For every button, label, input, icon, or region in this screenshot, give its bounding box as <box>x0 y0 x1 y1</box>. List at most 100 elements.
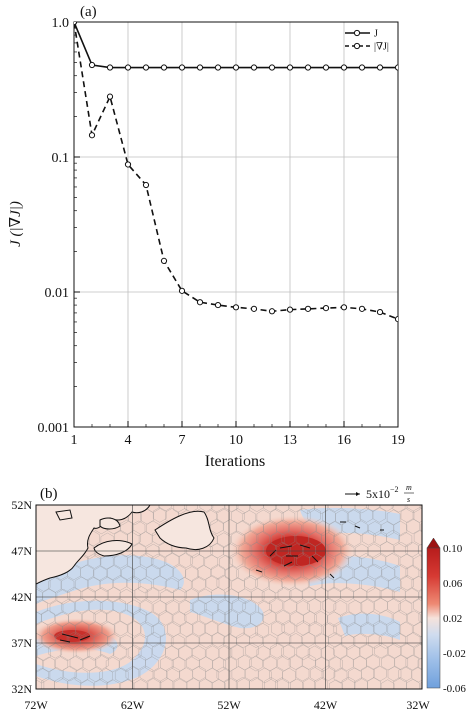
data-point-grad-j <box>232 304 240 311</box>
mesh-cell <box>223 634 237 650</box>
mesh-cell <box>145 587 160 603</box>
mesh-cell <box>42 656 56 673</box>
mesh-cell <box>271 531 285 547</box>
mesh-cell <box>355 505 369 514</box>
mesh-cell <box>380 679 395 689</box>
mesh-cell <box>179 621 194 637</box>
mesh-cell <box>216 508 230 524</box>
mesh-cell <box>418 589 422 602</box>
mesh-cell <box>368 521 382 537</box>
mesh-cell <box>145 611 159 628</box>
mesh-cell <box>133 679 148 689</box>
mesh-cell <box>131 520 146 537</box>
data-point-grad-j <box>376 308 384 316</box>
mesh-cell <box>368 633 382 649</box>
mesh-cell <box>249 655 263 672</box>
mesh-cell <box>270 555 284 571</box>
mesh-cell <box>387 621 401 638</box>
mesh-cell <box>75 620 89 637</box>
mesh-cell <box>361 665 375 682</box>
mesh-cell <box>113 575 127 591</box>
mesh-cell <box>249 676 263 689</box>
colorbar-label: 0.02 <box>443 613 462 625</box>
data-point-j <box>250 64 258 71</box>
reference-exponent: −2 <box>390 485 399 494</box>
mesh-cell <box>138 577 152 594</box>
mesh-cell <box>160 589 174 605</box>
mesh-cell <box>346 644 361 660</box>
data-point-grad-j <box>124 161 132 168</box>
panel-b-label: (b) <box>40 486 58 502</box>
map-gridlines <box>36 505 422 689</box>
data-point-j <box>160 64 168 71</box>
mesh-cell <box>185 633 200 650</box>
lat-tick: 32N <box>11 682 32 696</box>
mesh-cell <box>211 564 225 580</box>
mesh-cell <box>75 645 90 661</box>
mesh-cell <box>393 520 408 537</box>
mesh-cell <box>327 611 341 628</box>
y-tick-label: 0.1 <box>52 151 70 166</box>
mesh-cell <box>212 609 226 625</box>
mesh-cell <box>411 575 422 592</box>
data-point-j <box>88 61 96 69</box>
mesh-cell <box>36 588 43 605</box>
mesh-cell <box>323 622 337 638</box>
data-point-grad-j <box>250 305 258 312</box>
mesh-cell <box>147 677 162 689</box>
mesh-cell <box>172 564 186 581</box>
mesh-cell <box>133 634 147 650</box>
mesh-cell <box>361 577 375 593</box>
mesh-cell <box>394 654 408 671</box>
mesh-cell <box>281 644 295 661</box>
data-point-grad-j <box>178 287 186 294</box>
mesh-cell <box>288 654 303 670</box>
mesh-cell <box>413 529 422 546</box>
mesh-cell <box>153 507 167 523</box>
mesh-cell <box>153 667 168 684</box>
lon-tick: 52W <box>217 698 241 712</box>
mesh-cell <box>275 677 289 689</box>
mesh-cell <box>242 510 256 526</box>
data-point-grad-j <box>88 132 96 139</box>
colorbar: 0.10 0.06 0.02 -0.02 -0.06 <box>426 537 466 695</box>
mesh-cell <box>256 645 271 662</box>
mesh-cell <box>236 677 250 689</box>
coastline <box>36 505 215 585</box>
data-point-grad-j <box>322 304 330 312</box>
mesh-cell <box>269 577 283 594</box>
mesh-cell <box>179 599 193 616</box>
mesh-cell <box>41 632 56 648</box>
mesh-cell <box>55 611 69 628</box>
mesh-cell <box>89 599 103 615</box>
mesh-cell <box>100 598 114 615</box>
mesh-cell <box>360 599 375 615</box>
mesh-cell <box>224 505 239 513</box>
lat-tick: 52N <box>11 498 32 512</box>
mesh-cell <box>354 565 368 582</box>
lat-tick: 37N <box>11 636 32 650</box>
mesh-cell <box>178 577 192 593</box>
mesh-cell <box>87 645 101 661</box>
mesh-cell <box>335 552 349 569</box>
map-ticks: 52N 47N 42N 37N 32N 72W 62W 52W 42W 32W <box>11 498 430 712</box>
mesh-cell <box>121 565 135 582</box>
mesh-cell <box>158 610 173 626</box>
mesh-cell <box>80 564 94 581</box>
mesh-cell <box>231 530 245 547</box>
data-point-grad-j <box>358 305 366 312</box>
mesh-cell <box>264 677 278 689</box>
mesh-cell <box>374 642 388 659</box>
mesh-cell <box>393 677 407 689</box>
mesh-cell <box>186 677 200 689</box>
mesh-cell <box>61 599 75 615</box>
mesh-cell <box>392 632 406 648</box>
mesh-cell <box>229 552 244 568</box>
mesh-cell <box>204 600 218 616</box>
mesh-cell <box>400 507 415 523</box>
mesh-cell <box>120 609 134 626</box>
mesh-cell <box>80 634 94 650</box>
mesh-cell <box>153 600 167 616</box>
mesh-cell <box>354 677 368 689</box>
